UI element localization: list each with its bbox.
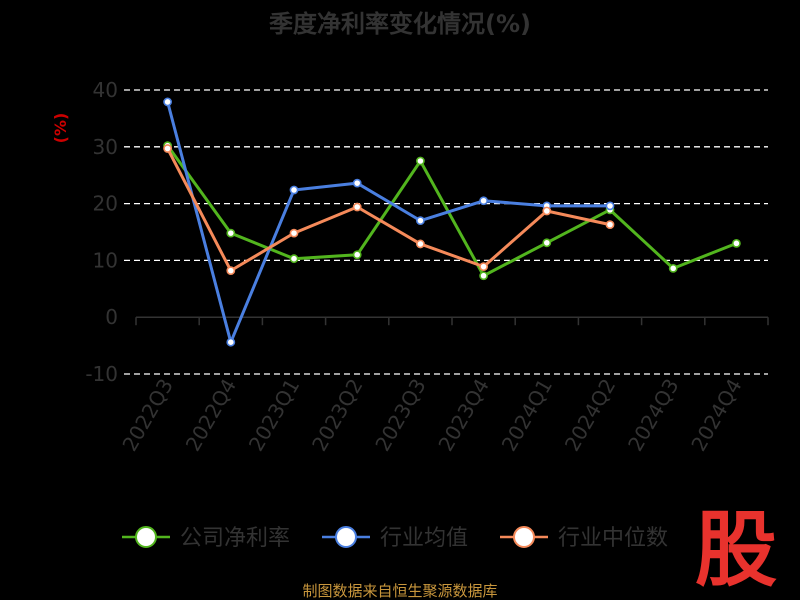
data-point[interactable]: [352, 202, 362, 212]
x-tick-label: 2022Q4: [181, 375, 241, 456]
x-tick-labels: 2022Q3 2022Q4 2023Q1 2023Q2 2023Q3 2023Q4 2024…: [117, 374, 746, 455]
data-point[interactable]: [479, 262, 488, 272]
data-point[interactable]: [226, 337, 236, 347]
data-point[interactable]: [415, 216, 425, 226]
data-point[interactable]: [668, 263, 678, 273]
series-line: [166, 147, 611, 273]
data-point[interactable]: [415, 156, 425, 166]
x-tick-label: 2023Q2: [307, 375, 367, 456]
y-tick-label: 40: [93, 78, 118, 102]
x-tick-label: 2023Q4: [433, 374, 493, 455]
series-line: [166, 144, 737, 278]
y-tick-label: 10: [93, 248, 118, 272]
x-tick-label: 2024Q2: [560, 375, 620, 456]
data-point[interactable]: [352, 250, 362, 260]
data-point[interactable]: [542, 238, 552, 248]
series-1: [163, 141, 741, 281]
series-line: [166, 101, 610, 344]
legend-label: 行业中位数: [558, 526, 668, 551]
series-2: [163, 97, 615, 347]
data-point[interactable]: [289, 185, 299, 195]
legend-marker: [335, 526, 357, 548]
x-tick-label: 2024Q1: [497, 375, 557, 456]
data-point[interactable]: [605, 220, 615, 230]
data-point[interactable]: [289, 254, 299, 264]
y-tick-labels: 40 30 20 10 0 -10: [85, 78, 118, 386]
data-point[interactable]: [226, 266, 236, 276]
x-tick-label: 2024Q3: [623, 375, 683, 456]
legend-item[interactable]: 行业均值: [322, 526, 468, 551]
data-point[interactable]: [605, 201, 615, 211]
data-point[interactable]: [732, 238, 741, 248]
legend-item[interactable]: 行业中位数: [500, 526, 668, 551]
y-tick-label: 30: [93, 135, 118, 159]
source-note: 制图数据来自恒生聚源数据库: [302, 582, 497, 600]
legend-marker: [513, 526, 535, 548]
x-axis: [135, 316, 769, 326]
legend-marker: [135, 526, 157, 548]
legend-item[interactable]: 公司净利率: [122, 526, 290, 551]
series-3: [163, 144, 615, 276]
legend: 公司净利率 行业均值 行业中位数: [122, 526, 668, 551]
data-point[interactable]: [163, 144, 172, 153]
data-point[interactable]: [479, 196, 488, 206]
x-tick-label: 2023Q3: [370, 375, 430, 456]
data-point[interactable]: [415, 239, 425, 249]
series-lines: [163, 97, 741, 347]
y-tick-label: -10: [85, 362, 118, 386]
data-point[interactable]: [479, 271, 488, 281]
legend-label: 行业均值: [380, 526, 468, 551]
data-point[interactable]: [226, 228, 236, 238]
y-tick-label: 20: [93, 192, 118, 216]
x-tick-label: 2022Q3: [117, 375, 177, 456]
grid-lines: [124, 89, 768, 375]
data-point[interactable]: [163, 97, 172, 107]
y-tick-label: 0: [105, 305, 118, 329]
brand-logo: 股: [695, 503, 777, 598]
x-tick-label: 2024Q4: [686, 375, 746, 456]
y-axis-label: (%): [51, 113, 70, 144]
data-point[interactable]: [289, 228, 299, 238]
legend-label: 公司净利率: [180, 526, 290, 551]
x-tick-label: 2023Q1: [244, 375, 304, 456]
data-point[interactable]: [352, 178, 362, 188]
chart-title: 季度净利率变化情况(%): [269, 10, 531, 38]
data-point[interactable]: [542, 206, 552, 216]
